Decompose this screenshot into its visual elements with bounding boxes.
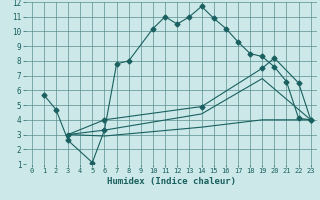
X-axis label: Humidex (Indice chaleur): Humidex (Indice chaleur) — [107, 177, 236, 186]
